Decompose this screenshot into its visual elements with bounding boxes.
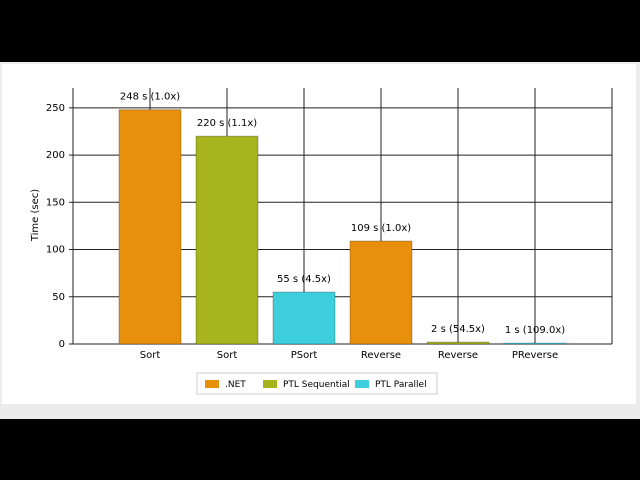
- x-tick-label: Sort: [140, 350, 161, 361]
- y-tick-label: 50: [52, 292, 65, 303]
- legend-swatch: [205, 380, 219, 388]
- legend: [196, 372, 438, 395]
- y-tick-label: 100: [46, 245, 65, 256]
- value-label: 2 s (54.5x): [431, 324, 485, 335]
- value-label: 109 s (1.0x): [351, 223, 411, 234]
- chart-area: [2, 64, 636, 404]
- x-tick-label: Sort: [217, 350, 238, 361]
- legend-label: PTL Parallel: [375, 380, 427, 390]
- x-tick-label: Reverse: [361, 350, 401, 361]
- bar: [272, 291, 336, 345]
- bar: [118, 109, 182, 345]
- value-label: 248 s (1.0x): [120, 92, 180, 103]
- y-axis-label: Time (sec): [30, 189, 41, 242]
- y-tick-label: 250: [46, 103, 65, 114]
- legend-label: PTL Sequential: [283, 380, 350, 390]
- legend-swatch: [355, 380, 369, 388]
- bar: [426, 341, 490, 345]
- legend-label: .NET: [225, 380, 246, 390]
- value-label: 1 s (109.0x): [505, 325, 565, 336]
- value-label: 55 s (4.5x): [277, 274, 331, 285]
- bar: [349, 240, 413, 345]
- x-tick-label: Reverse: [438, 350, 478, 361]
- y-tick-label: 200: [46, 150, 65, 161]
- value-label: 220 s (1.1x): [197, 118, 257, 129]
- y-tick-label: 0: [59, 339, 65, 350]
- bar: [503, 342, 567, 345]
- y-tick-label: 150: [46, 197, 65, 208]
- x-tick-label: PSort: [291, 350, 318, 361]
- legend-swatch: [263, 380, 277, 388]
- bar: [195, 135, 259, 345]
- x-tick-label: PReverse: [512, 350, 558, 361]
